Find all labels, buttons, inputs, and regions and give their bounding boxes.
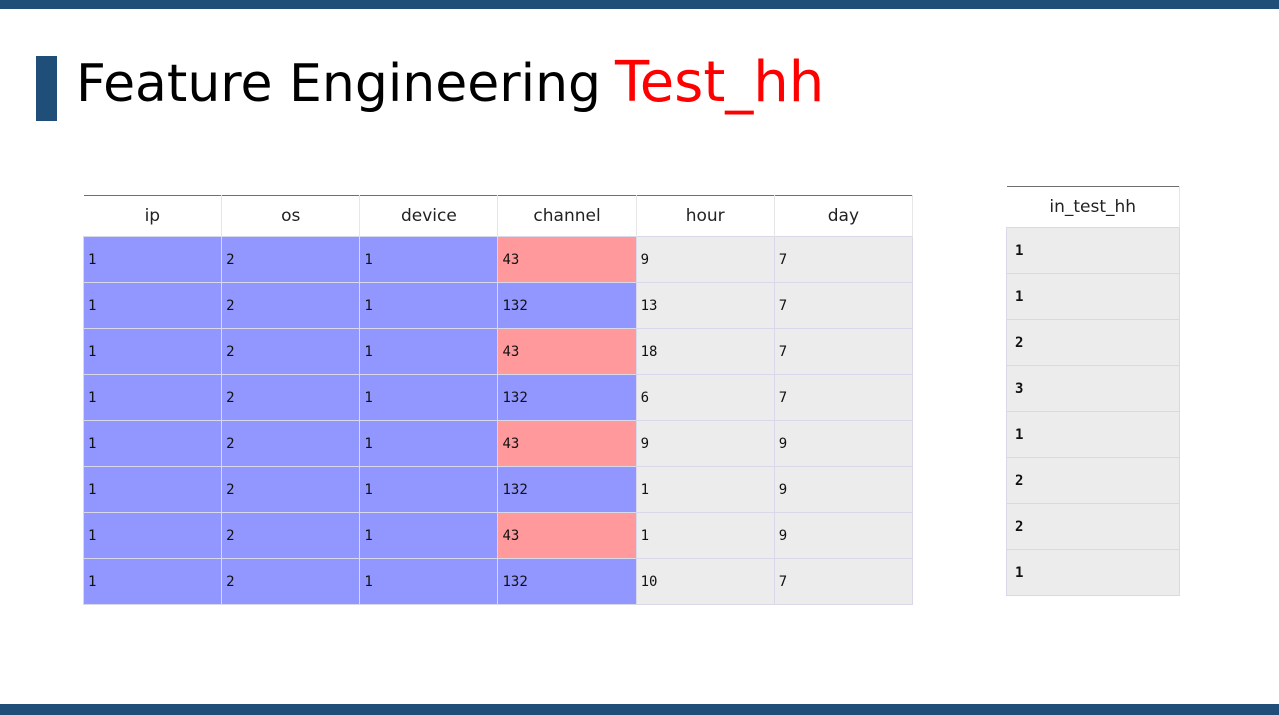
cell-os: 2 xyxy=(221,558,361,605)
title-marker xyxy=(36,56,57,121)
table-row: 1 2 1 43 18 7 xyxy=(82,328,914,375)
slide-title: Feature Engineering Test_hh xyxy=(76,50,824,115)
cell-device: 1 xyxy=(359,282,499,329)
title-accent-text: Test_hh xyxy=(615,50,825,115)
table-row: 1 xyxy=(1006,549,1180,596)
cell-in-test-hh: 1 xyxy=(1006,411,1180,458)
table-row: 2 xyxy=(1006,319,1180,366)
column-header-hour: hour xyxy=(636,195,775,237)
cell-channel: 132 xyxy=(497,374,637,421)
cell-device: 1 xyxy=(359,374,499,421)
cell-ip: 1 xyxy=(82,558,223,605)
cell-os: 2 xyxy=(221,420,361,467)
cell-channel: 132 xyxy=(497,282,637,329)
cell-ip: 1 xyxy=(82,236,223,283)
table-row: 1 2 1 132 13 7 xyxy=(82,282,914,329)
cell-os: 2 xyxy=(221,282,361,329)
main-data-table: ip os device channel hour day 1 2 1 43 9… xyxy=(82,195,914,605)
cell-hour: 18 xyxy=(635,328,775,375)
cell-device: 1 xyxy=(359,420,499,467)
header-row: in_test_hh xyxy=(1006,186,1180,228)
cell-device: 1 xyxy=(359,558,499,605)
cell-hour: 9 xyxy=(635,420,775,467)
table-row: 3 xyxy=(1006,365,1180,412)
cell-channel: 43 xyxy=(497,420,637,467)
in-test-hh-table: in_test_hh 1 1 2 3 1 2 2 1 xyxy=(1006,186,1180,596)
cell-day: 7 xyxy=(773,328,914,375)
cell-hour: 13 xyxy=(635,282,775,329)
cell-hour: 6 xyxy=(635,374,775,421)
cell-channel: 132 xyxy=(497,558,637,605)
bottom-accent-bar xyxy=(0,704,1279,715)
cell-day: 9 xyxy=(773,512,914,559)
cell-in-test-hh: 1 xyxy=(1006,549,1180,596)
cell-in-test-hh: 2 xyxy=(1006,319,1180,366)
table-row: 2 xyxy=(1006,457,1180,504)
cell-channel: 132 xyxy=(497,466,637,513)
table-row: 1 2 1 43 9 9 xyxy=(82,420,914,467)
cell-ip: 1 xyxy=(82,282,223,329)
cell-os: 2 xyxy=(221,466,361,513)
cell-in-test-hh: 1 xyxy=(1006,273,1180,320)
cell-day: 9 xyxy=(773,466,914,513)
cell-device: 1 xyxy=(359,328,499,375)
column-header-os: os xyxy=(221,195,361,237)
table-row: 1 2 1 43 1 9 xyxy=(82,512,914,559)
table-row: 2 xyxy=(1006,503,1180,550)
column-header-in-test-hh: in_test_hh xyxy=(1006,186,1180,228)
cell-in-test-hh: 1 xyxy=(1006,227,1180,274)
cell-ip: 1 xyxy=(82,512,223,559)
cell-os: 2 xyxy=(221,512,361,559)
table-row: 1 xyxy=(1006,227,1180,274)
cell-hour: 10 xyxy=(635,558,775,605)
column-header-device: device xyxy=(359,195,499,237)
cell-hour: 1 xyxy=(635,512,775,559)
cell-ip: 1 xyxy=(82,328,223,375)
top-accent-bar xyxy=(0,0,1279,9)
cell-device: 1 xyxy=(359,512,499,559)
cell-device: 1 xyxy=(359,466,499,513)
title-text: Feature Engineering xyxy=(76,54,602,114)
table-row: 1 2 1 43 9 7 xyxy=(82,236,914,283)
cell-day: 7 xyxy=(773,236,914,283)
cell-ip: 1 xyxy=(82,374,223,421)
table-row: 1 xyxy=(1006,273,1180,320)
table-row: 1 2 1 132 6 7 xyxy=(82,374,914,421)
cell-channel: 43 xyxy=(497,512,637,559)
table-row: 1 2 1 132 1 9 xyxy=(82,466,914,513)
column-header-day: day xyxy=(774,195,914,237)
cell-hour: 9 xyxy=(635,236,775,283)
header-row: ip os device channel hour day xyxy=(83,195,914,237)
cell-os: 2 xyxy=(221,328,361,375)
cell-os: 2 xyxy=(221,374,361,421)
table-row: 1 2 1 132 10 7 xyxy=(82,558,914,605)
table-row: 1 xyxy=(1006,411,1180,458)
cell-day: 7 xyxy=(773,282,914,329)
cell-day: 7 xyxy=(773,374,914,421)
cell-channel: 43 xyxy=(497,236,637,283)
cell-day: 9 xyxy=(773,420,914,467)
cell-ip: 1 xyxy=(82,420,223,467)
cell-in-test-hh: 2 xyxy=(1006,457,1180,504)
cell-os: 2 xyxy=(221,236,361,283)
cell-in-test-hh: 2 xyxy=(1006,503,1180,550)
cell-in-test-hh: 3 xyxy=(1006,365,1180,412)
cell-channel: 43 xyxy=(497,328,637,375)
column-header-ip: ip xyxy=(83,195,223,237)
cell-day: 7 xyxy=(773,558,914,605)
column-header-channel: channel xyxy=(497,195,637,237)
cell-ip: 1 xyxy=(82,466,223,513)
cell-device: 1 xyxy=(359,236,499,283)
cell-hour: 1 xyxy=(635,466,775,513)
